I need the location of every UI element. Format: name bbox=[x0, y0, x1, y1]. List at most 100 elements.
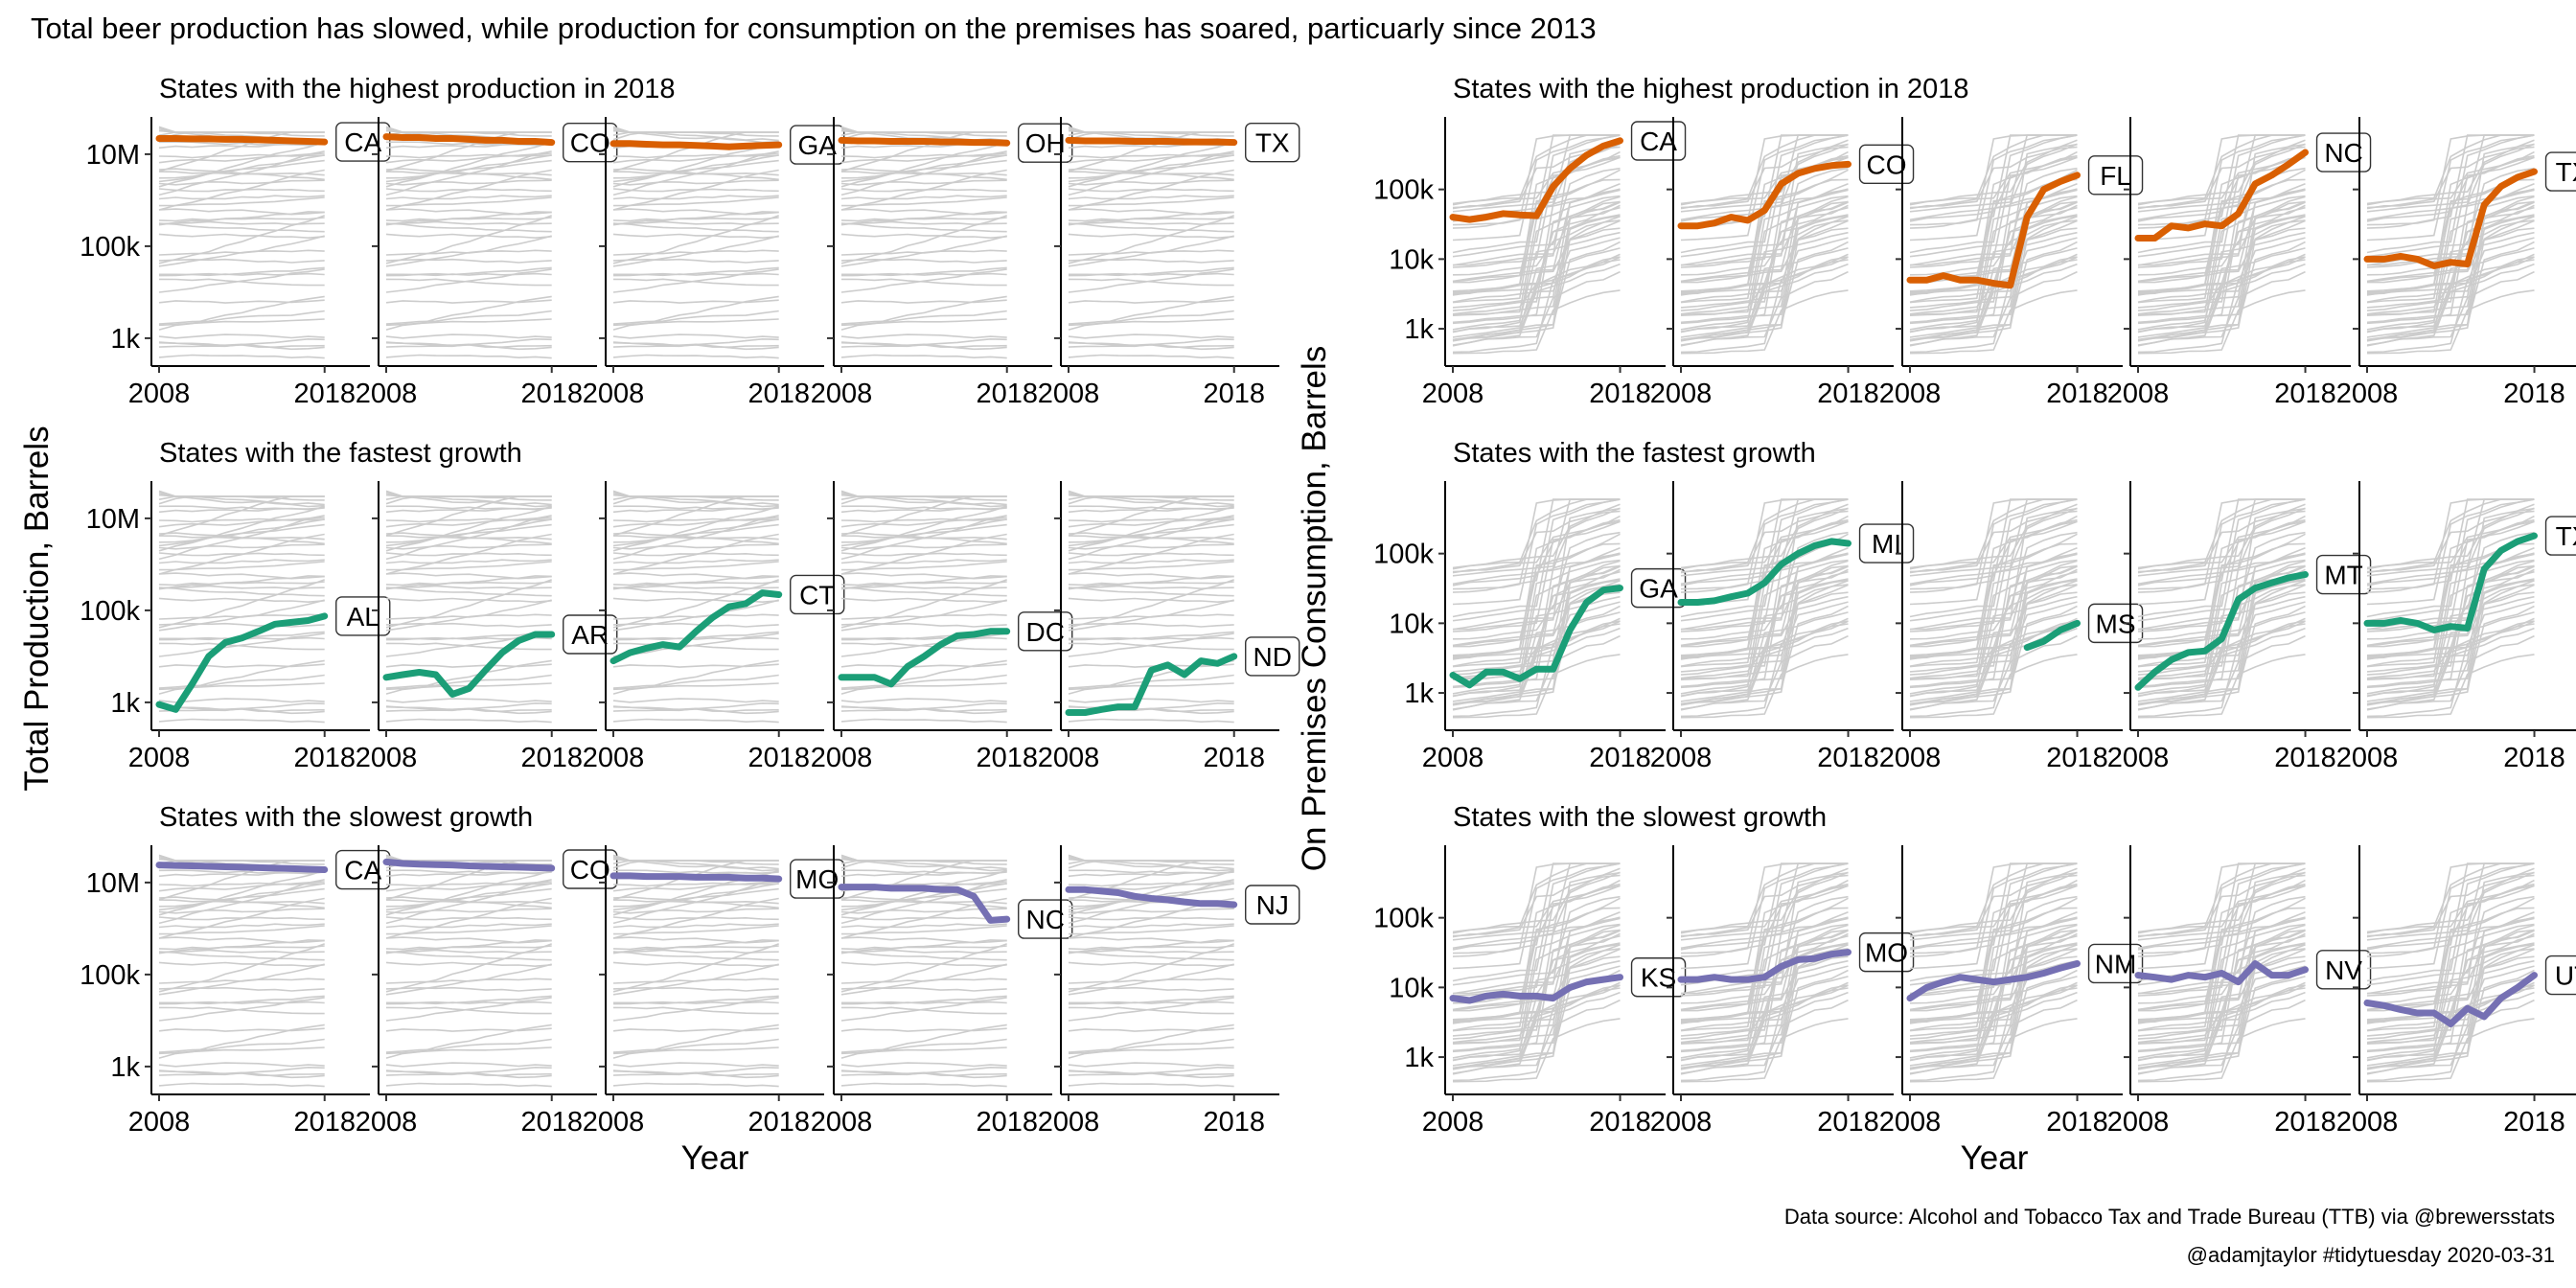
highlighted-state-line bbox=[610, 140, 783, 150]
background-state-line bbox=[2138, 219, 2306, 284]
background-state-line bbox=[1452, 231, 1621, 331]
background-state-line bbox=[158, 997, 325, 1022]
x-tick-label: 2018 bbox=[976, 1107, 1038, 1138]
background-state-line bbox=[158, 1066, 325, 1076]
background-state-line bbox=[1680, 150, 1849, 209]
x-tick-label: 2018 bbox=[1203, 1107, 1265, 1138]
background-state-line bbox=[1909, 879, 2078, 937]
background-state-line bbox=[840, 659, 1007, 695]
background-state-line bbox=[1452, 620, 1621, 718]
y-tick-label: 10M bbox=[86, 140, 140, 171]
background-state-line bbox=[2137, 862, 2306, 941]
background-state-line bbox=[1068, 575, 1234, 590]
background-state-line bbox=[158, 869, 325, 916]
background-state-line bbox=[841, 272, 1007, 277]
background-state-line bbox=[385, 217, 552, 222]
background-state-line bbox=[612, 354, 779, 359]
state-panel: FL 2008 2018 bbox=[1879, 117, 2144, 409]
background-state-line bbox=[2137, 984, 2306, 1082]
background-state-line bbox=[1068, 949, 1234, 954]
background-state-line bbox=[1909, 247, 2078, 341]
state-panel: AR 2008 2018 bbox=[356, 481, 618, 773]
state-panel: MO 2008 2018 bbox=[1650, 845, 1915, 1138]
background-state-line bbox=[1452, 570, 1621, 658]
background-state-line bbox=[1680, 507, 1849, 586]
background-state-line bbox=[1909, 611, 2078, 705]
background-state-line bbox=[840, 505, 1007, 552]
background-state-line bbox=[385, 507, 552, 514]
background-state-line bbox=[2137, 1018, 2306, 1083]
background-state-line bbox=[1909, 579, 2078, 688]
background-state-line bbox=[2366, 976, 2535, 1070]
background-state-line bbox=[1068, 597, 1234, 604]
highlighted-state-line bbox=[610, 872, 783, 883]
background-state-line bbox=[1068, 674, 1234, 689]
background-state-line bbox=[2137, 552, 2306, 676]
background-state-line bbox=[612, 222, 779, 233]
state-label-box bbox=[1245, 885, 1300, 925]
panel-row-subtitle: States with the fastest growth bbox=[159, 438, 522, 469]
background-state-line bbox=[158, 517, 325, 528]
x-tick-label: 2008 bbox=[2336, 379, 2399, 409]
background-state-line bbox=[2366, 654, 2535, 719]
y-tick-label: 100k bbox=[80, 960, 140, 991]
state-label-box bbox=[790, 574, 845, 615]
background-state-line bbox=[2366, 134, 2535, 254]
background-state-line bbox=[612, 552, 779, 557]
state-panel: TX 2008 2018 bbox=[1038, 117, 1300, 409]
background-state-line bbox=[1680, 256, 1849, 354]
background-state-line bbox=[385, 505, 552, 552]
state-panel: DC 2008 2018 bbox=[811, 481, 1073, 773]
x-tick-label: 2018 bbox=[1589, 379, 1651, 409]
x-tick-label: 2008 bbox=[583, 379, 645, 409]
background-state-line bbox=[612, 195, 779, 200]
background-state-line bbox=[612, 622, 779, 628]
background-state-line bbox=[1909, 201, 2078, 325]
state-label-box bbox=[2544, 954, 2576, 996]
background-state-line bbox=[158, 258, 325, 264]
background-state-line bbox=[385, 211, 552, 226]
background-state-line bbox=[1909, 143, 2078, 266]
background-state-line bbox=[1068, 581, 1234, 586]
background-state-line bbox=[1909, 215, 2078, 324]
highlighted-state-line bbox=[382, 631, 556, 698]
background-state-line bbox=[385, 586, 552, 597]
background-state-line bbox=[385, 622, 552, 628]
background-state-line bbox=[385, 334, 552, 339]
background-state-line bbox=[1068, 1006, 1234, 1015]
background-state-line bbox=[2366, 862, 2535, 982]
background-state-line bbox=[1452, 579, 1621, 688]
background-state-line bbox=[158, 961, 325, 968]
background-state-line bbox=[385, 663, 552, 668]
background-state-line bbox=[2137, 263, 2306, 346]
background-state-line bbox=[385, 518, 552, 547]
background-state-line bbox=[158, 208, 325, 216]
background-state-line bbox=[612, 310, 779, 325]
background-state-line bbox=[1068, 168, 1234, 181]
x-tick-label: 2018 bbox=[520, 1107, 583, 1138]
background-state-line bbox=[158, 153, 325, 159]
background-state-line bbox=[612, 575, 779, 590]
background-state-line bbox=[840, 299, 1007, 304]
highlighted-state-line bbox=[155, 862, 329, 873]
state-panel: CA 2008 2018 1k 100k 10M bbox=[80, 117, 391, 409]
background-state-line bbox=[2137, 143, 2306, 221]
background-state-line bbox=[612, 268, 779, 293]
background-state-line bbox=[1909, 871, 2078, 950]
background-state-line bbox=[385, 153, 552, 159]
background-state-line bbox=[2366, 568, 2535, 631]
background-state-line bbox=[158, 217, 325, 222]
background-state-line bbox=[612, 896, 779, 909]
background-state-line bbox=[2366, 134, 2535, 242]
background-state-line bbox=[158, 195, 325, 200]
background-state-line bbox=[1068, 622, 1234, 628]
background-state-line bbox=[1068, 1038, 1234, 1053]
background-state-line bbox=[840, 599, 1007, 632]
background-state-line bbox=[385, 517, 552, 528]
background-state-line bbox=[612, 561, 779, 571]
x-tick-label: 2008 bbox=[811, 743, 873, 773]
background-state-line bbox=[1680, 929, 1849, 1067]
background-state-line bbox=[385, 141, 552, 188]
background-state-line bbox=[385, 997, 552, 1022]
